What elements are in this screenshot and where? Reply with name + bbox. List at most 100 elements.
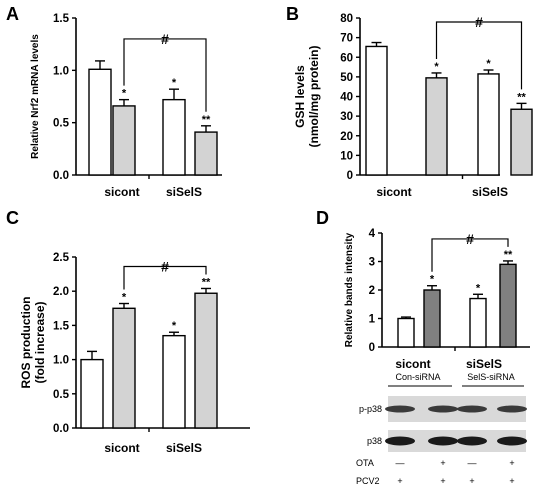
y-tick-label: 0 [347,170,353,182]
y-tick-label: 1.0 [53,355,69,367]
significance-mark: * [122,88,127,100]
blot-group-label: Con-siRNA [395,372,440,382]
y-axis-label: GSH levels [293,65,307,128]
category-label: siSelS [166,441,202,455]
chart-panel-b: B 0 10 20 30 40 50 60 70 80 GSH levels (nmol/mg pro… [286,4,533,199]
treatment-mark: + [509,476,514,486]
significance-bracket [123,265,207,290]
significance-mark: ** [504,249,513,261]
category-label: siSelS [166,185,202,199]
y-tick-label: 1.0 [53,65,69,77]
y-tick-label: 30 [340,111,353,123]
significance-bracket [431,238,509,272]
significance-mark: ** [202,114,211,126]
significance-mark: * [122,292,127,304]
bar [425,77,448,176]
treatment-mark: + [440,458,445,468]
category-label: sicont [376,185,411,199]
significance-mark: * [434,61,439,73]
treatment-mark: + [469,476,474,486]
significance-mark: * [172,320,177,332]
category-label: sicont [104,185,139,199]
significance-mark: * [172,77,177,89]
bar [112,105,136,176]
blot-band [385,436,415,446]
y-axis-label-units: (fold increase) [33,301,47,383]
significance-mark: * [430,274,435,286]
y-tick-label: 1 [369,314,376,326]
y-tick-label: 2.5 [53,252,70,264]
significance-bracket [123,38,207,112]
y-tick-label: 10 [340,150,353,162]
blot-band [428,436,458,446]
bar [469,297,487,348]
chart-panel-c: C 0.0 0.5 1.0 1.5 2.0 2.5 ROS production (fold i… [6,208,250,455]
bracket-label: # [161,31,169,47]
treatment-mark: — [468,458,477,468]
y-tick-label: 0.5 [53,118,70,130]
category-label: siSelS [472,185,508,199]
treatment-mark: + [509,458,514,468]
blot-group-label: SelS-siRNA [467,372,515,382]
y-axis-label: ROS production [19,297,33,389]
bar [194,292,218,429]
bracket-label: # [161,258,169,274]
y-tick-label: 1.5 [53,13,70,25]
panel-label-c: C [6,208,19,228]
bar [194,131,218,176]
blot-row-label: p-p38 [359,404,382,414]
significance-mark: ** [202,276,211,288]
y-tick-label: 80 [340,13,353,25]
significance-mark: * [486,58,491,70]
y-tick-label: 4 [369,228,376,240]
treatment-mark: + [397,476,402,486]
bar [510,108,533,176]
bar [499,263,517,348]
y-tick-label: 70 [340,33,353,45]
bracket-label: # [466,231,474,247]
y-tick-label: 50 [340,72,353,84]
significance-mark: ** [517,91,526,103]
blot-band [428,405,458,413]
treatment-label: OTA [356,458,374,468]
bar [80,358,104,429]
western-blot: Con-siRNA SelS-siRNA p-p38 p38 OTA — + — + PCV2 + +… [356,372,527,486]
treatment-label: PCV2 [356,476,380,486]
blot-band [457,405,487,413]
treatment-mark: — [396,458,405,468]
bracket-label: # [475,14,483,30]
y-tick-label: 0.5 [53,389,70,401]
bar [365,45,388,176]
panel-label-a: A [6,4,19,24]
treatment-mark: + [440,476,445,486]
y-tick-label: 60 [340,52,353,64]
category-label: sicont [395,357,430,371]
y-tick-label: 1.5 [53,320,70,332]
bar [423,289,441,348]
blot-band [497,405,527,413]
y-tick-label: 3 [369,257,375,269]
bar [162,98,186,176]
bar [162,334,186,429]
bar [397,317,415,348]
y-tick-label: 2.0 [53,286,69,298]
bar [112,307,136,429]
blot-band [385,405,415,413]
y-tick-label: 0.0 [53,423,69,435]
y-axis-label: Relative Nrf2 mRNA levels [30,34,41,159]
blot-band [457,436,487,446]
y-axis-label: Relative bands intensity [344,232,355,347]
category-label: siSelS [466,357,502,371]
panel-label-b: B [286,4,299,24]
y-axis-label-units: (nmol/mg protein) [307,46,321,148]
y-tick-label: 20 [340,131,353,143]
significance-bracket [435,21,523,90]
blot-row-label: p38 [367,436,382,446]
panel-label-d: D [316,208,329,228]
y-tick-label: 2 [369,285,375,297]
category-label: sicont [104,441,139,455]
bar [477,73,500,176]
